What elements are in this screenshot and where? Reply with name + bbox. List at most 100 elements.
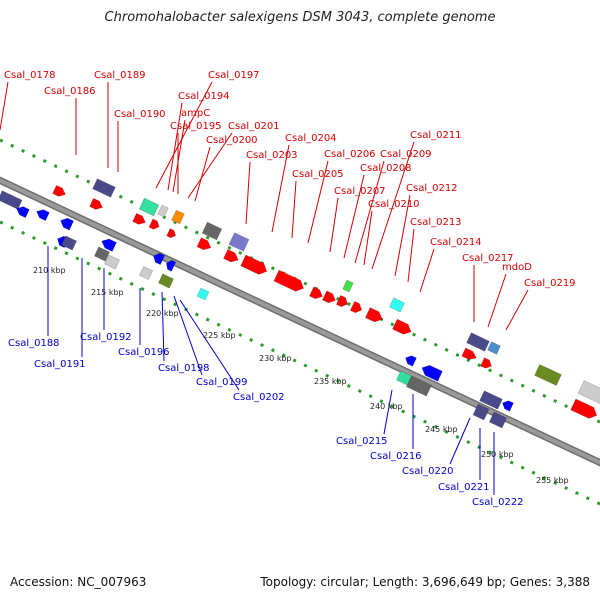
gene-feature-5 bbox=[132, 212, 146, 225]
gene-feature-9 bbox=[201, 221, 223, 241]
label-csal-0203: Csal_0203 bbox=[246, 150, 298, 161]
label-csal-0191: Csal_0191 bbox=[34, 359, 86, 370]
leader-rev-9 bbox=[449, 417, 471, 465]
tick-label-7: 245 kbp bbox=[425, 425, 458, 434]
leader-fwd-15 bbox=[371, 141, 415, 270]
gene-labels: Csal_0178 Csal_0186 Csal_0189 Csal_0190 Csal… bbox=[4, 70, 576, 508]
genome-summary-text: Topology: circular; Length: 3,696,649 bp… bbox=[260, 575, 590, 589]
gene-feature-22 bbox=[389, 297, 405, 313]
gene-features bbox=[0, 178, 600, 429]
tick-label-1: 215 kbp bbox=[91, 288, 124, 297]
leader-fwd-6 bbox=[172, 119, 186, 193]
label-csal-0197: Csal_0197 bbox=[208, 70, 260, 81]
label-csal-0213: Csal_0213 bbox=[410, 217, 462, 228]
leader-fwd-23 bbox=[487, 273, 507, 328]
label-csal-0220: Csal_0220 bbox=[402, 466, 454, 477]
gene-feature-44 bbox=[405, 355, 417, 367]
leader-rev-7 bbox=[383, 389, 393, 435]
gene-feature-50 bbox=[472, 403, 490, 421]
label-csal-0209: Csal_0209 bbox=[380, 149, 432, 160]
leader-rev-5 bbox=[173, 295, 203, 376]
leader-fwd-12 bbox=[307, 160, 329, 244]
gene-feature-40 bbox=[153, 252, 166, 266]
leader-fwd-20 bbox=[407, 228, 415, 283]
gene-feature-4 bbox=[157, 204, 169, 218]
leader-fwd-18 bbox=[394, 194, 411, 277]
gene-feature-43 bbox=[196, 287, 210, 301]
label-csal-0186: Csal_0186 bbox=[44, 86, 96, 97]
leader-fwd-19 bbox=[363, 210, 373, 266]
gene-feature-3 bbox=[138, 197, 160, 217]
label-csal-0198: Csal_0198 bbox=[158, 363, 210, 374]
tick-label-3: 225 kbp bbox=[203, 331, 236, 340]
tick-label-9: 255 kbp bbox=[536, 476, 569, 485]
leader-fwd-8 bbox=[187, 132, 233, 199]
label-csal-0214: Csal_0214 bbox=[430, 237, 482, 248]
gene-feature-16 bbox=[322, 290, 336, 304]
gene-feature-31 bbox=[16, 206, 30, 219]
label-csal-0201: Csal_0201 bbox=[228, 121, 280, 132]
gene-feature-42 bbox=[158, 273, 174, 289]
label-csal-0199: Csal_0199 bbox=[196, 377, 248, 388]
gene-feature-27 bbox=[534, 364, 562, 386]
gene-feature-30 bbox=[0, 190, 23, 210]
gene-feature-38 bbox=[104, 254, 120, 270]
label-csal-0196: Csal_0196 bbox=[118, 347, 170, 358]
gene-feature-13 bbox=[240, 254, 268, 275]
kbp-ticks: 210 kbp 215 kbp 220 kbp 225 kbp 230 kbp 235 k… bbox=[33, 266, 569, 485]
gene-feature-29 bbox=[570, 398, 598, 419]
gene-feature-21 bbox=[392, 318, 412, 335]
gene-feature-6 bbox=[148, 218, 160, 230]
label-csal-0222: Csal_0222 bbox=[472, 497, 524, 508]
label-csal-0202: Csal_0202 bbox=[233, 392, 285, 403]
label-csal-0208: Csal_0208 bbox=[360, 163, 412, 174]
gene-feature-17 bbox=[335, 294, 348, 308]
gene-feature-26 bbox=[480, 357, 492, 369]
tick-label-4: 230 kbp bbox=[259, 354, 292, 363]
label-csal-0190: Csal_0190 bbox=[114, 109, 166, 120]
tick-label-2: 220 kbp bbox=[146, 309, 179, 318]
tick-label-0: 210 kbp bbox=[33, 266, 66, 275]
gene-feature-33 bbox=[60, 217, 74, 231]
genome-backbone bbox=[0, 176, 600, 467]
leader-fwd-17 bbox=[329, 197, 339, 253]
leader-fwd-11 bbox=[245, 161, 251, 225]
gene-feature-32 bbox=[36, 209, 50, 222]
gene-feature-18 bbox=[342, 279, 354, 293]
gene-feature-0 bbox=[52, 184, 66, 197]
leader-rev-6 bbox=[179, 299, 240, 391]
leader-fwd-4 bbox=[155, 81, 213, 189]
label-csal-0178: Csal_0178 bbox=[4, 70, 56, 81]
label-csal-0194: Csal_0194 bbox=[178, 91, 230, 102]
gene-feature-14 bbox=[273, 269, 304, 292]
gene-feature-15 bbox=[309, 286, 323, 300]
gene-feature-19 bbox=[349, 300, 362, 314]
label-ampc: ampC bbox=[181, 108, 210, 119]
label-csal-0210: Csal_0210 bbox=[368, 199, 420, 210]
leader-fwd-21 bbox=[419, 248, 435, 293]
label-csal-0215: Csal_0215 bbox=[336, 436, 388, 447]
leader-fwd-10 bbox=[271, 144, 290, 233]
gene-feature-1 bbox=[92, 178, 116, 198]
leader-fwd-5 bbox=[167, 102, 183, 191]
label-csal-0195: Csal_0195 bbox=[170, 121, 222, 132]
gene-feature-37 bbox=[94, 246, 110, 262]
label-csal-0204: Csal_0204 bbox=[285, 133, 337, 144]
leader-fwd-9 bbox=[194, 146, 211, 202]
gene-feature-24 bbox=[487, 341, 501, 355]
leader-fwd-14 bbox=[354, 160, 385, 264]
label-csal-0200: Csal_0200 bbox=[206, 135, 258, 146]
gene-feature-25 bbox=[461, 347, 477, 360]
map-title: Chromohalobacter salexigens DSM 3043, co… bbox=[104, 10, 496, 25]
label-csal-0221: Csal_0221 bbox=[438, 482, 490, 493]
gene-feature-51 bbox=[488, 411, 508, 429]
label-csal-0207: Csal_0207 bbox=[334, 186, 386, 197]
label-csal-0217: Csal_0217 bbox=[462, 253, 514, 264]
tick-label-8: 250 kbp bbox=[481, 450, 514, 459]
leader-fwd-0 bbox=[0, 81, 9, 131]
label-csal-0189: Csal_0189 bbox=[94, 70, 146, 81]
accession-text: Accession: NC_007963 bbox=[10, 575, 147, 589]
gene-feature-47 bbox=[406, 375, 432, 397]
label-csal-0206: Csal_0206 bbox=[324, 149, 376, 160]
